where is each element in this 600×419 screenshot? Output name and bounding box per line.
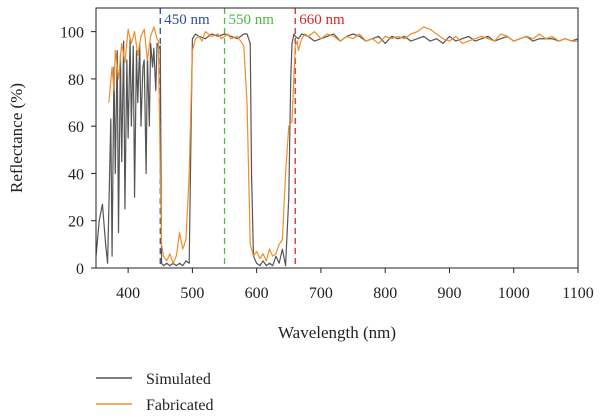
vertical-marker-labels: 450 nm 550 nm 660 nm [164, 12, 345, 28]
y-tick-label-5: 100 [60, 25, 84, 42]
x-tick-label-2: 600 [245, 285, 269, 302]
vline-label-1: 550 nm [229, 12, 275, 28]
x-axis-label: Wavelength (nm) [278, 323, 396, 342]
x-axis-ticks: 400 500 600 700 800 900 1000 1100 [116, 268, 594, 302]
x-tick-label-1: 500 [180, 285, 204, 302]
y-axis-ticks: 0 20 40 60 80 100 [60, 25, 96, 278]
plot-frame [95, 7, 579, 269]
x-tick-label-3: 700 [309, 285, 333, 302]
legend-label-simulated: Simulated [146, 371, 211, 388]
legend-label-fabricated: Fabricated [146, 397, 214, 414]
series-line-fabricated [108, 26, 578, 264]
vline-label-0: 450 nm [164, 12, 210, 28]
series-line-simulated [96, 33, 578, 267]
vline-label-2: 660 nm [299, 12, 345, 28]
y-tick-label-2: 40 [68, 166, 84, 183]
x-tick-label-7: 1100 [562, 285, 593, 302]
y-tick-label-0: 0 [76, 261, 84, 278]
x-tick-label-4: 800 [373, 285, 397, 302]
x-tick-label-0: 400 [116, 285, 140, 302]
y-tick-label-3: 60 [68, 119, 84, 136]
series-layer [96, 26, 578, 267]
y-tick-label-4: 80 [68, 72, 84, 89]
y-tick-label-1: 20 [68, 214, 84, 231]
x-tick-label-5: 900 [437, 285, 461, 302]
x-tick-label-6: 1000 [498, 285, 530, 302]
legend: Simulated Fabricated [96, 371, 214, 414]
y-axis-label: Reflectance (%) [7, 83, 26, 193]
